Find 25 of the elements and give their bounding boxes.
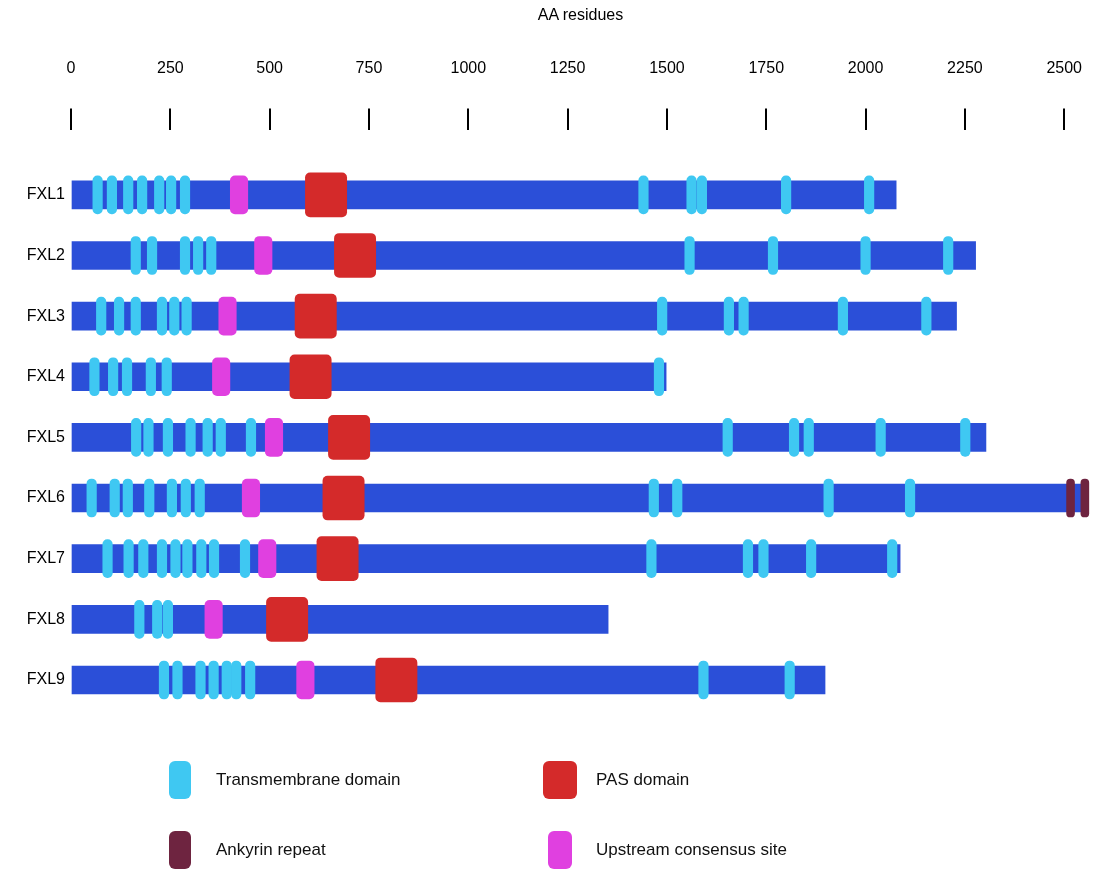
- x-tick-label: 1500: [649, 59, 685, 77]
- y-tick-label: FXL6: [26, 488, 66, 506]
- x-tick-label: 1750: [748, 59, 785, 77]
- x-axis-title: AA residues: [537, 6, 624, 24]
- legend-label: Upstream consensus site: [596, 840, 787, 860]
- x-tick-label: 750: [355, 59, 383, 77]
- y-tick-label: FXL9: [26, 670, 66, 688]
- y-tick-label: FXL1: [26, 185, 66, 203]
- x-tick-label: 1250: [549, 59, 586, 77]
- legend-label: Transmembrane domain: [216, 770, 401, 790]
- y-tick-label: FXL7: [26, 549, 66, 567]
- x-tick-label: 0: [66, 59, 76, 77]
- y-tick-label: FXL3: [26, 306, 66, 324]
- y-tick-label: FXL4: [26, 367, 66, 385]
- y-tick-label: FXL8: [26, 609, 66, 627]
- y-tick-label: FXL2: [26, 245, 66, 263]
- legend-label: Ankyrin repeat: [216, 840, 326, 860]
- x-tick-label: 1000: [450, 59, 487, 77]
- x-tick-label: 2500: [1046, 59, 1083, 77]
- legend-label: PAS domain: [596, 770, 690, 790]
- x-tick-label: 2250: [947, 59, 983, 77]
- x-tick-label: 500: [256, 59, 284, 77]
- x-tick-label: 250: [156, 59, 184, 77]
- y-tick-label: FXL5: [26, 427, 66, 445]
- x-tick-label: 2000: [847, 59, 884, 77]
